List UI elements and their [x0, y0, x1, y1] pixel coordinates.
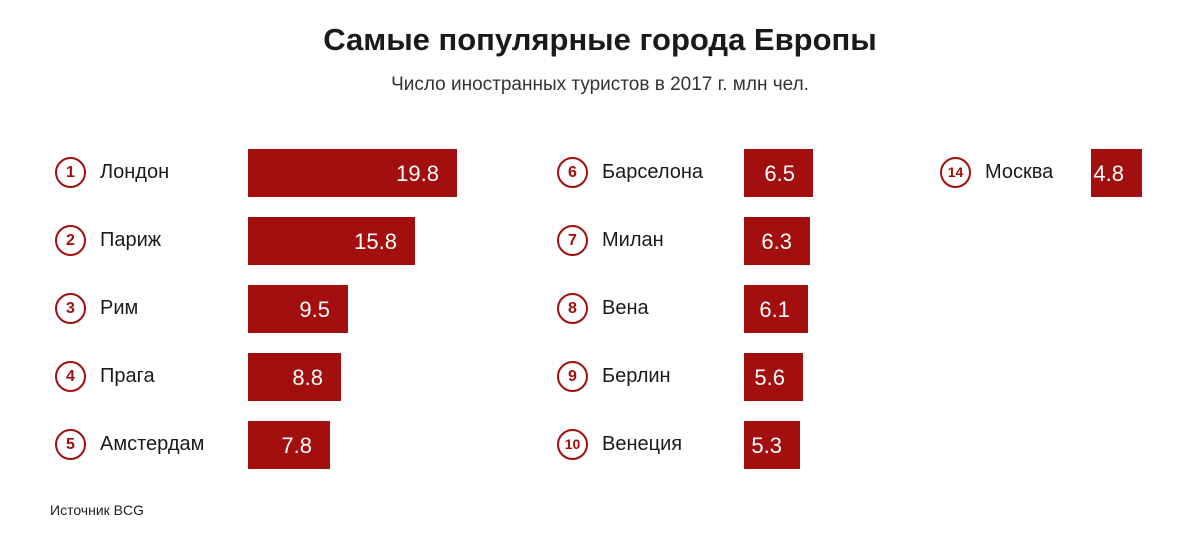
bar-value-label: 15.8: [354, 229, 397, 254]
bar-value-label: 4.8: [1093, 161, 1124, 186]
rank-badge: 9: [557, 361, 588, 392]
bar: [248, 217, 415, 265]
chart-row: 3 Рим: [55, 285, 248, 333]
city-label: Милан: [602, 229, 664, 251]
bar-value-label: 5.3: [751, 433, 782, 458]
rank-badge: 6: [557, 157, 588, 188]
bar-value-label: 19.8: [396, 161, 439, 186]
bar: [744, 353, 803, 401]
city-label: Лондон: [100, 161, 170, 183]
bar: [248, 353, 341, 401]
chart-row: 10 Венеция: [557, 421, 744, 469]
city-label: Прага: [100, 365, 155, 387]
bar-value-label: 6.5: [764, 161, 795, 186]
city-label: Вена: [602, 297, 649, 319]
rank-badge: 4: [55, 361, 86, 392]
chart-row: 2 Париж: [55, 217, 248, 265]
rank-badge: 5: [55, 429, 86, 460]
bar: [248, 149, 457, 197]
chart-row: 5 Амстердам: [55, 421, 248, 469]
bar: [248, 421, 330, 469]
city-label: Амстердам: [100, 433, 205, 455]
bar: [744, 217, 810, 265]
rank-badge: 2: [55, 225, 86, 256]
rank-badge: 3: [55, 293, 86, 324]
rank-badge: 1: [55, 157, 86, 188]
chart-row: 8 Вена: [557, 285, 744, 333]
chart-row: 6 Барселона: [557, 149, 744, 197]
chart-row: 7 Милан: [557, 217, 744, 265]
city-label: Барселона: [602, 161, 704, 183]
city-label: Париж: [100, 229, 162, 251]
chart-title: Самые популярные города Европы: [323, 22, 877, 57]
bar: [248, 285, 348, 333]
bar: [744, 149, 813, 197]
city-label: Рим: [100, 297, 139, 319]
bar-value-label: 7.8: [281, 433, 312, 458]
chart-row: 9 Берлин: [557, 353, 744, 401]
chart-subtitle: Число иностранных туристов в 2017 г. млн…: [391, 74, 809, 95]
bar-value-label: 8.8: [292, 365, 323, 390]
city-label: Москва: [985, 161, 1054, 183]
bar-value-label: 5.6: [754, 365, 785, 390]
bar: [744, 421, 800, 469]
bar-value-label: 6.1: [759, 297, 790, 322]
bar-value-label: 9.5: [299, 297, 330, 322]
bar: [1091, 149, 1142, 197]
rank-badge: 8: [557, 293, 588, 324]
chart-row: 14 Москва: [940, 149, 1091, 197]
city-label: Венеция: [602, 433, 683, 455]
rank-badge: 14: [940, 157, 971, 188]
source-note: Источник BCG: [50, 502, 144, 518]
rank-badge: 7: [557, 225, 588, 256]
rank-badge: 10: [557, 429, 588, 460]
chart-row: 4 Прага: [55, 353, 248, 401]
bar: [744, 285, 808, 333]
bar-value-label: 6.3: [761, 229, 792, 254]
city-label: Берлин: [602, 365, 671, 387]
chart-row: 1 Лондон: [55, 149, 248, 197]
